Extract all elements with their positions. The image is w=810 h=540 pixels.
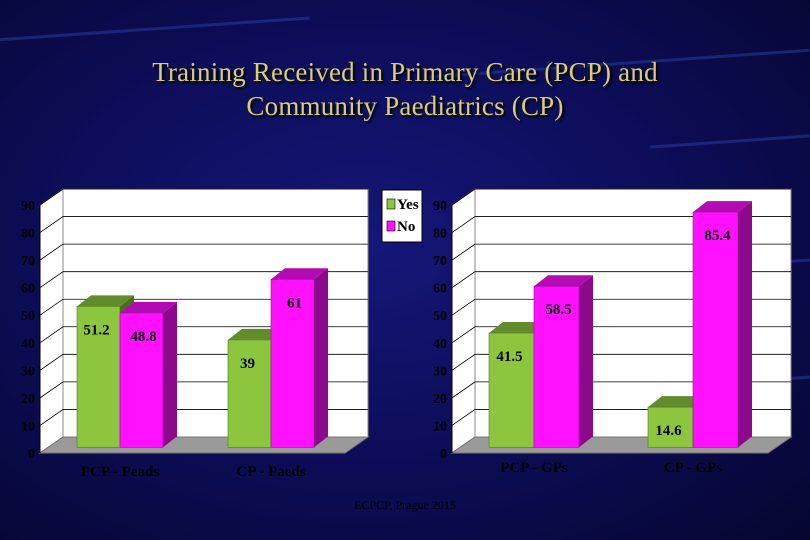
plot-side-wall [39,188,64,454]
data-label: 61 [287,295,302,311]
y-tick-label: 20 [433,392,447,407]
bar-top [489,322,548,334]
legend: Yes No [381,189,423,243]
gridline [451,381,791,399]
y-tick-label: 0 [440,447,447,462]
data-label: 58.5 [545,302,571,318]
legend-label: No [397,219,415,235]
legend-box [381,189,423,243]
data-label: 14.6 [655,423,682,439]
bar-no-2 [692,211,739,448]
gridline [39,326,368,344]
slide-title-line2: Community Paediatrics (CP) [246,91,564,121]
data-label: 85.4 [704,228,731,244]
bar-side [579,275,593,448]
y-tick-label: 50 [21,309,35,324]
gridline [39,188,368,206]
category-label: CP - Paeds [236,464,305,480]
chart-2: 0 10 20 30 40 50 60 70 80 90 41.5 58.5 PCP - GPs 14.6… [433,188,793,476]
y-tick-label: 50 [433,309,447,324]
gridline [39,298,368,316]
y-tick-label: 80 [433,227,447,242]
y-tick-label: 90 [21,199,35,214]
y-tick-label: 60 [21,282,35,297]
legend-swatch [386,198,396,210]
bar-top [534,275,593,287]
bar-yes-2 [647,406,694,448]
gridline [451,326,791,344]
y-tick-label: 10 [433,419,447,434]
bar-yes-2 [227,339,272,448]
y-tick-label: 40 [21,337,35,352]
category-label: CP - GPs [664,460,722,476]
category-label: PCP - Peads [81,464,159,480]
y-tick-label: 30 [433,364,447,379]
gridline [39,271,368,288]
gridline [39,216,368,233]
category-label: PCP - GPs [500,460,568,476]
bar-top [77,295,134,307]
bar-yes-1 [488,332,535,448]
y-tick-label: 60 [433,282,447,297]
bar-no-1 [119,312,164,448]
slide-title: Training Received in Primary Care (PCP) … [0,55,810,123]
gridline [451,243,791,261]
legend-swatch [386,220,396,232]
y-tick-label: 70 [21,254,35,269]
gridline [451,353,791,371]
y-tick-label: 80 [21,227,35,242]
data-label: 51.2 [83,322,109,338]
y-tick-label: 0 [28,447,35,462]
y-tick-label: 90 [433,199,447,214]
gridline [451,298,791,316]
slide-title-line1: Training Received in Primary Care (PCP) … [152,57,658,87]
data-label: 41.5 [496,349,522,365]
bar-no-2 [270,279,315,448]
gridline [451,271,791,288]
bar-top [648,396,707,408]
y-tick-label: 70 [433,254,447,269]
data-label: 39 [240,356,255,372]
gridline [451,216,791,233]
bar-top [693,201,752,213]
y-tick-label: 40 [433,337,447,352]
chart-1: 0 10 20 30 40 50 60 70 80 90 51.2 48.8 PCP - Peads 39… [21,188,423,480]
y-tick-label: 30 [21,364,35,379]
plot-side-wall [451,188,476,454]
bar-top [271,268,328,280]
bar-side [738,201,752,448]
footer-text: ECPCP, Prague 2015 [354,498,456,512]
legend-label: Yes [397,197,419,213]
gridline [39,243,368,261]
data-label: 48.8 [130,329,156,345]
bar-yes-1 [76,306,121,448]
y-tick-label: 20 [21,392,35,407]
bar-side [314,268,328,448]
gridline [451,188,791,206]
bar-side [163,301,177,448]
bar-top [120,301,177,313]
bar-no-1 [533,285,580,448]
y-tick-label: 10 [21,419,35,434]
